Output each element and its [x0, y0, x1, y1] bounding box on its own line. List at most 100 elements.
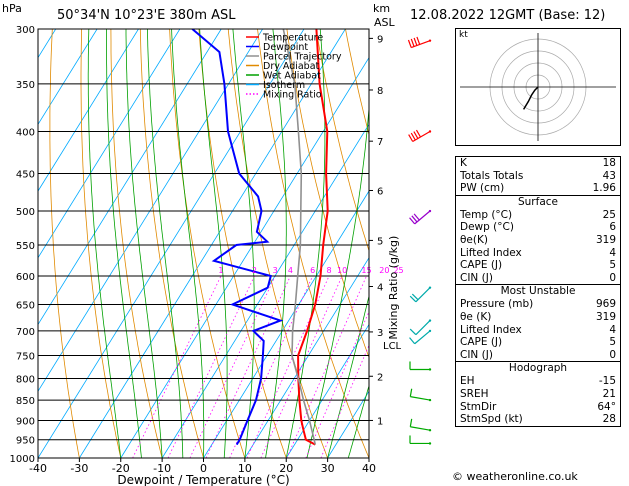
- series-line-temperature: [297, 29, 329, 446]
- legend-label: Isotherm: [263, 80, 305, 91]
- row-label: θe(K): [460, 233, 488, 246]
- copyright: © weatheronline.co.uk: [452, 470, 578, 483]
- mixing-ratio-line: [246, 275, 330, 458]
- series-line-parcel-trajectory: [282, 29, 317, 445]
- wet-adiabat: [347, 384, 369, 458]
- x-tick-label: 10: [238, 462, 252, 475]
- mixing-ratio-label: 4: [288, 266, 293, 275]
- dry-adiabat: [49, 29, 80, 458]
- wind-barb: [407, 36, 432, 49]
- location-title: 50°34'N 10°23'E 380m ASL: [57, 8, 236, 23]
- row-label: Temp (°C): [460, 208, 513, 221]
- mixing-ratio-line: [229, 275, 314, 458]
- mixing-ratio-line: [320, 344, 369, 458]
- legend-label: Dry Adiabat: [263, 61, 320, 72]
- hodograph-trace: [522, 86, 539, 110]
- table-row: Lifted Index 4: [456, 247, 620, 260]
- mixing-ratio-label: 8: [327, 266, 332, 275]
- wet-adiabat: [171, 29, 205, 458]
- wind-barb: [409, 209, 432, 225]
- row-label: Lifted Index: [460, 323, 522, 336]
- x-tick-label: -40: [29, 462, 47, 475]
- pressure-tick-label: 750: [16, 351, 35, 362]
- pressure-tick-label: 850: [16, 396, 35, 407]
- km-tick-label: 3: [377, 328, 383, 339]
- x-tick-label: -30: [70, 462, 88, 475]
- mixing-ratio-label: 10: [337, 266, 347, 275]
- table-row: Dewp (°C) 6: [456, 221, 620, 234]
- row-value: 64°: [597, 400, 616, 413]
- mixing-ratio-label: 2: [252, 266, 257, 275]
- table-row: EH -15: [456, 375, 620, 388]
- table-row: Pressure (mb) 969: [456, 298, 620, 311]
- asl-axis-unit: ASL: [374, 16, 395, 29]
- wet-adiabat: [125, 29, 163, 458]
- isotherm-line: [38, 29, 305, 458]
- isotherm-line: [79, 29, 346, 458]
- legend-label: Mixing Ratio: [263, 90, 322, 101]
- legend-label: Dewpoint: [263, 42, 308, 53]
- table-row: PW (cm) 1.96: [456, 182, 620, 195]
- km-tick-label: 7: [377, 137, 383, 148]
- mixing-ratio-line: [189, 275, 276, 458]
- row-value: 6: [609, 221, 616, 234]
- pressure-axis-unit: hPa: [2, 2, 22, 15]
- table-row: CAPE (J) 5: [456, 336, 620, 349]
- row-value: 0: [609, 271, 616, 284]
- isotherm-line: [161, 123, 369, 458]
- pressure-tick-label: 950: [16, 436, 35, 447]
- wind-barb: [409, 286, 432, 303]
- row-label: Totals Totals: [460, 169, 524, 182]
- legend-label: Parcel Trajectory: [263, 52, 342, 63]
- row-label: θe (K): [460, 310, 492, 323]
- table-row: SREH 21: [456, 388, 620, 401]
- indices-table: K 18 Totals Totals 43 PW (cm) 1.96 Surface Te…: [455, 156, 621, 427]
- wind-barb: [409, 435, 432, 445]
- wind-barb: [408, 129, 432, 143]
- row-value: 0: [609, 348, 616, 361]
- pressure-tick-label: 1000: [10, 454, 35, 465]
- lcl-label: LCL: [383, 341, 402, 352]
- table-row: Temp (°C) 25: [456, 209, 620, 222]
- pressure-tick-label: 600: [16, 272, 35, 283]
- row-label: EH: [460, 375, 475, 388]
- x-tick-label: -20: [112, 462, 130, 475]
- row-label: SREH: [460, 387, 489, 400]
- row-value: 18: [602, 157, 616, 169]
- x-axis-label: Dewpoint / Temperature (°C): [117, 473, 289, 486]
- row-value: 319: [595, 233, 616, 246]
- km-tick-label: 4: [377, 283, 383, 294]
- pressure-tick-label: 550: [16, 241, 35, 252]
- row-value: 1.96: [592, 182, 616, 195]
- wet-adiabat: [327, 294, 369, 458]
- km-tick-label: 5: [377, 236, 383, 247]
- row-value: 969: [595, 298, 616, 311]
- mixing-ratio-label: 6: [310, 266, 315, 275]
- pressure-tick-label: 700: [16, 327, 35, 338]
- row-label: Lifted Index: [460, 246, 522, 259]
- mixing-ratio-line: [260, 275, 343, 458]
- row-value: 43: [602, 169, 616, 182]
- isotherm-line: [203, 190, 369, 458]
- pressure-tick-label: 650: [16, 301, 35, 312]
- mixing-ratio-line: [205, 275, 291, 458]
- mixing-ratio-line: [167, 275, 255, 458]
- table-row: StmDir 64°: [456, 401, 620, 414]
- hodograph-panel: kt: [455, 28, 621, 146]
- row-value: -15: [598, 375, 616, 388]
- wet-adiabat: [87, 29, 122, 458]
- wind-barb: [409, 329, 432, 345]
- km-tick-label: 2: [377, 372, 383, 383]
- dry-adiabat: [80, 29, 122, 458]
- mixing-ratio-line: [286, 275, 367, 458]
- pressure-tick-label: 500: [16, 207, 35, 218]
- isotherm-line: [0, 29, 14, 458]
- row-value: 5: [609, 259, 616, 272]
- row-label: CIN (J): [460, 271, 493, 284]
- hodograph-title: Hodograph: [508, 362, 568, 375]
- isotherm-line: [38, 29, 98, 126]
- row-value: 319: [595, 310, 616, 323]
- pressure-tick-label: 900: [16, 416, 35, 427]
- x-tick-label: -10: [153, 462, 171, 475]
